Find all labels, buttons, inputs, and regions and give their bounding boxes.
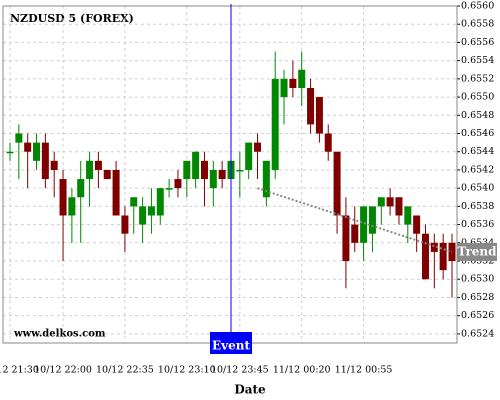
x-tick-label: 10/12 23:10 — [158, 365, 216, 376]
candle-body — [6, 151, 14, 154]
y-tick-label: 0.6552 — [461, 73, 494, 84]
y-tick-label: 0.6546 — [461, 128, 494, 139]
candle-body — [280, 78, 288, 98]
candle-body — [342, 215, 350, 262]
x-tick-label: 11/12 00:20 — [273, 365, 331, 376]
candle-body — [351, 224, 359, 243]
candle-body — [360, 206, 368, 243]
trend-label: Trend — [457, 244, 497, 258]
x-tick-label: 11/12 00:55 — [335, 365, 393, 376]
candle-body — [121, 215, 129, 234]
trend-label-box — [457, 242, 497, 261]
candle-body — [86, 160, 94, 180]
candle-body — [271, 78, 279, 170]
y-tick-label: 0.6550 — [461, 92, 494, 103]
candle-body — [147, 206, 155, 216]
candle-body — [192, 151, 200, 180]
y-tick-label: 0.6554 — [461, 55, 494, 66]
candle-body — [236, 169, 244, 172]
candle-body — [413, 215, 421, 234]
y-tick-label: 0.6556 — [461, 37, 494, 48]
candle-body — [50, 160, 58, 170]
candle-body — [59, 179, 67, 216]
candle-body — [439, 242, 447, 271]
candle-body — [174, 179, 182, 189]
candle-body — [218, 169, 226, 180]
candle-body — [307, 87, 315, 125]
candle-body — [130, 197, 138, 207]
candle-body — [139, 206, 147, 225]
y-tick-label: 0.6542 — [461, 164, 494, 175]
watermark: www.delkos.com — [13, 329, 106, 340]
candle-body — [112, 169, 120, 216]
candle-body — [289, 78, 297, 88]
x-tick-label: 10/12 23:45 — [211, 365, 269, 376]
candle-body — [254, 142, 262, 152]
y-tick-label: 0.6528 — [461, 292, 494, 303]
candle-body — [209, 169, 217, 189]
candle-body — [156, 188, 164, 216]
candle-body — [315, 97, 323, 134]
event-label-box — [210, 332, 252, 354]
y-tick-label: 0.6544 — [461, 146, 494, 157]
candle-body — [404, 206, 412, 225]
candle-body — [395, 197, 403, 216]
candle-body — [245, 142, 253, 170]
candle-body — [24, 142, 32, 152]
candle-body — [165, 188, 173, 190]
x-axis-label: Date — [234, 383, 266, 397]
x-tick-label: 10/12 22:00 — [34, 365, 92, 376]
candle-body — [368, 206, 376, 234]
y-tick-label: 0.6526 — [461, 310, 494, 321]
y-tick-label: 0.6524 — [461, 328, 494, 339]
y-tick-label: 0.6538 — [461, 201, 494, 212]
candle-body — [183, 160, 191, 180]
candle-body — [68, 197, 76, 216]
candle-body — [94, 160, 102, 170]
candle-body — [377, 197, 385, 207]
candle-body — [298, 69, 306, 88]
y-tick-label: 0.6558 — [461, 19, 494, 30]
candle-body — [33, 142, 41, 161]
candle-body — [15, 133, 23, 143]
y-tick-label: 0.6540 — [461, 183, 494, 194]
candle-body — [200, 160, 208, 180]
candle-body — [430, 242, 438, 252]
x-tick-label: 10/12 21:30 — [0, 365, 39, 376]
candle-body — [77, 179, 85, 198]
candle-body — [41, 142, 49, 180]
y-tick-label: 0.6532 — [461, 256, 494, 267]
y-tick-label: 0.6560 — [461, 1, 494, 12]
x-tick-label: 10/12 22:35 — [96, 365, 154, 376]
candle-body — [333, 151, 341, 216]
chart-title: NZDUSD 5 (FOREX) — [10, 12, 134, 25]
candle-body — [324, 133, 332, 152]
candle-body — [386, 197, 394, 207]
candle-body — [103, 169, 111, 180]
y-tick-label: 0.6536 — [461, 219, 494, 230]
event-label: Event — [212, 339, 250, 353]
y-tick-label: 0.6534 — [461, 237, 494, 248]
y-tick-label: 0.6548 — [461, 110, 494, 121]
y-tick-label: 0.6530 — [461, 274, 494, 285]
candle-body — [262, 160, 270, 198]
candle-body — [421, 233, 429, 280]
